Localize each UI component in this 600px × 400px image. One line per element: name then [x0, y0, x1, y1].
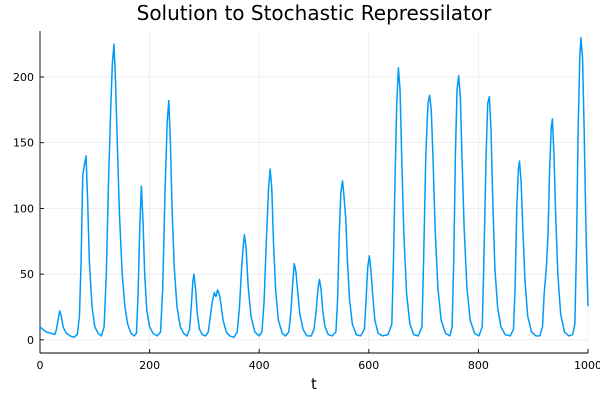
x-tick-label: 600 — [358, 359, 379, 372]
y-tick-label: 150 — [13, 137, 34, 150]
tick-marks — [39, 76, 589, 353]
series-group — [39, 36, 589, 338]
y-tick-label: 100 — [13, 202, 34, 215]
axes — [39, 31, 588, 354]
x-tick-label: 800 — [468, 359, 489, 372]
series-line — [39, 36, 589, 338]
y-tick-label: 0 — [27, 334, 34, 347]
x-tick-label: 1000 — [574, 359, 600, 372]
grid-lines — [39, 31, 589, 353]
x-tick-label: 200 — [139, 359, 160, 372]
y-tick-label: 50 — [20, 268, 34, 281]
x-tick-label: 400 — [249, 359, 270, 372]
y-tick-label: 200 — [13, 71, 34, 84]
chart-title: Solution to Stochastic Repressilator — [137, 1, 493, 25]
x-axis-label: t — [311, 375, 317, 393]
x-tick-label: 0 — [37, 359, 44, 372]
y-tick-labels: 0 50 100 150 200 — [13, 71, 34, 347]
x-tick-labels: 0 200 400 600 800 1000 — [37, 359, 600, 372]
